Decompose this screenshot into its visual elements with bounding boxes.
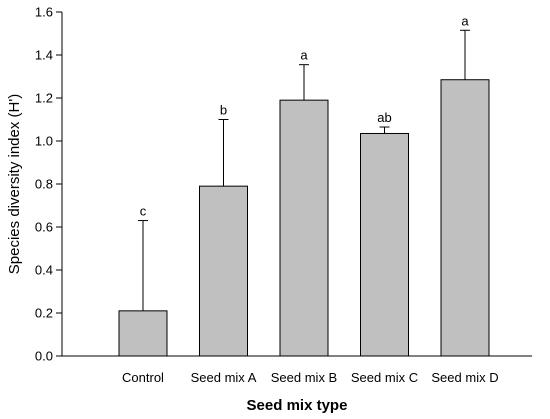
y-tick-label: 1.4: [35, 48, 53, 63]
y-tick-label: 0.0: [35, 349, 53, 364]
bar: [360, 132, 409, 357]
bar: [279, 99, 329, 357]
x-tick-label: Seed mix C: [351, 370, 418, 385]
significance-letter: a: [461, 13, 469, 28]
significance-letter: c: [140, 204, 147, 219]
y-axis-ticks: 0.0 0.2 0.4 0.6 0.8 1.0 1.2 1.4 1.6: [35, 5, 62, 364]
y-tick-label: 0.6: [35, 220, 53, 235]
y-tick-label: 0.4: [35, 263, 53, 278]
significance-letter: b: [220, 103, 227, 118]
bar: [199, 185, 248, 357]
significance-letters: c b a ab a: [140, 13, 470, 218]
bar: [118, 310, 168, 357]
y-tick-label: 1.2: [35, 91, 53, 106]
bar: [440, 79, 490, 357]
y-tick-label: 1.0: [35, 134, 53, 149]
y-tick-label: 1.6: [35, 5, 53, 20]
x-tick-label: Control: [122, 370, 164, 385]
x-tick-label: Seed mix B: [271, 370, 337, 385]
y-tick-label: 0.8: [35, 177, 53, 192]
x-tick-label: Seed mix A: [191, 370, 257, 385]
y-tick-label: 0.2: [35, 306, 53, 321]
y-axis-title: Species diversity index (H'): [6, 94, 23, 274]
error-bars: [138, 29, 470, 311]
x-tick-label: Seed mix D: [431, 370, 498, 385]
x-axis-title: Seed mix type: [247, 397, 348, 414]
bars: [118, 79, 490, 357]
x-axis-tick-labels: Control Seed mix A Seed mix B Seed mix C See…: [122, 370, 499, 385]
significance-letter: a: [300, 48, 308, 63]
significance-letter: ab: [377, 110, 391, 125]
